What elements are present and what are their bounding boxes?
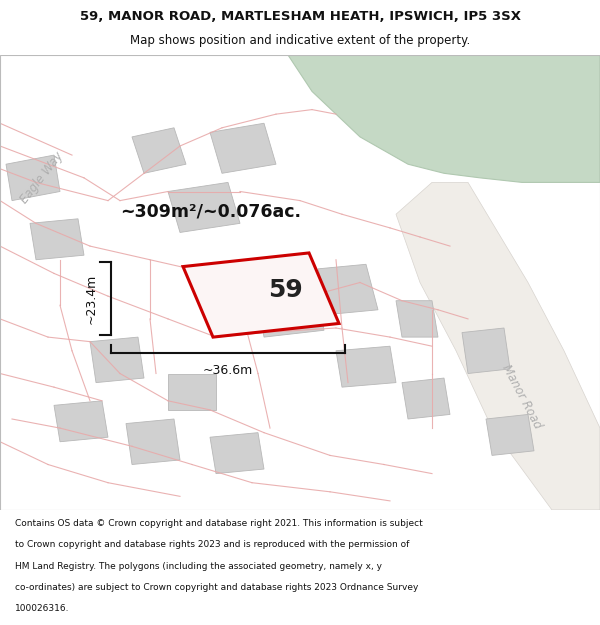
- Polygon shape: [288, 55, 600, 182]
- Text: ~23.4m: ~23.4m: [84, 273, 97, 324]
- Text: Manor Road: Manor Road: [500, 362, 544, 431]
- Polygon shape: [318, 264, 378, 314]
- Polygon shape: [210, 432, 264, 474]
- Polygon shape: [210, 296, 264, 337]
- Polygon shape: [486, 414, 534, 456]
- Text: co-ordinates) are subject to Crown copyright and database rights 2023 Ordnance S: co-ordinates) are subject to Crown copyr…: [15, 583, 418, 592]
- Text: Map shows position and indicative extent of the property.: Map shows position and indicative extent…: [130, 34, 470, 47]
- Polygon shape: [258, 294, 324, 337]
- Text: to Crown copyright and database rights 2023 and is reproduced with the permissio: to Crown copyright and database rights 2…: [15, 541, 409, 549]
- Text: Contains OS data © Crown copyright and database right 2021. This information is : Contains OS data © Crown copyright and d…: [15, 519, 423, 528]
- Polygon shape: [126, 419, 180, 464]
- Text: Eagle Way: Eagle Way: [18, 149, 66, 206]
- Polygon shape: [396, 301, 438, 337]
- Text: 100026316.: 100026316.: [15, 604, 70, 613]
- Polygon shape: [90, 337, 144, 382]
- Polygon shape: [6, 155, 60, 201]
- Polygon shape: [54, 401, 108, 442]
- Polygon shape: [402, 378, 450, 419]
- Polygon shape: [30, 219, 84, 260]
- Text: 59, MANOR ROAD, MARTLESHAM HEATH, IPSWICH, IP5 3SX: 59, MANOR ROAD, MARTLESHAM HEATH, IPSWIC…: [79, 10, 521, 23]
- Text: ~309m²/~0.076ac.: ~309m²/~0.076ac.: [120, 203, 301, 221]
- Polygon shape: [183, 253, 339, 337]
- Text: HM Land Registry. The polygons (including the associated geometry, namely x, y: HM Land Registry. The polygons (includin…: [15, 562, 382, 571]
- Text: 59: 59: [268, 279, 302, 302]
- Polygon shape: [210, 123, 276, 173]
- Text: ~36.6m: ~36.6m: [203, 364, 253, 378]
- Polygon shape: [168, 374, 216, 410]
- Polygon shape: [396, 182, 600, 510]
- Polygon shape: [168, 182, 240, 232]
- Polygon shape: [336, 346, 396, 387]
- Polygon shape: [132, 127, 186, 173]
- Polygon shape: [462, 328, 510, 374]
